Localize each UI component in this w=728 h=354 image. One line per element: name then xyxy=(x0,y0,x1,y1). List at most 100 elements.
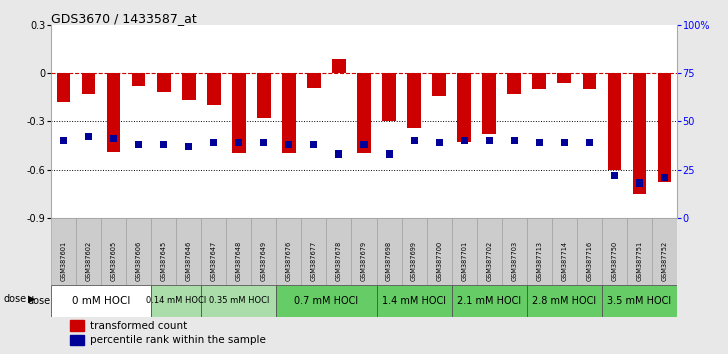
Text: GSM387700: GSM387700 xyxy=(436,241,442,281)
Bar xyxy=(536,139,543,146)
Bar xyxy=(110,135,117,142)
Bar xyxy=(70,335,84,346)
Bar xyxy=(277,285,376,317)
Bar xyxy=(51,285,151,317)
Text: transformed count: transformed count xyxy=(90,320,187,331)
Bar xyxy=(411,137,418,144)
Bar xyxy=(611,172,618,179)
Text: GDS3670 / 1433587_at: GDS3670 / 1433587_at xyxy=(51,12,197,25)
Bar xyxy=(432,73,446,96)
Bar xyxy=(85,133,92,141)
Bar xyxy=(336,150,342,158)
Bar xyxy=(577,218,602,285)
Text: GSM387698: GSM387698 xyxy=(386,241,392,281)
Text: GSM387601: GSM387601 xyxy=(60,241,66,281)
Bar xyxy=(201,285,277,317)
Bar xyxy=(135,141,142,148)
Bar xyxy=(176,218,201,285)
Bar xyxy=(82,73,95,94)
Bar xyxy=(532,73,546,89)
Bar xyxy=(527,285,602,317)
Bar xyxy=(657,73,671,182)
Text: GSM387646: GSM387646 xyxy=(186,241,191,281)
Bar xyxy=(382,73,396,121)
Text: GSM387647: GSM387647 xyxy=(210,241,217,281)
Bar xyxy=(282,73,296,153)
Bar xyxy=(70,320,84,331)
Text: GSM387751: GSM387751 xyxy=(636,241,643,281)
Bar xyxy=(461,137,467,144)
Bar xyxy=(376,218,402,285)
Bar xyxy=(552,218,577,285)
Bar xyxy=(151,285,201,317)
Bar xyxy=(427,218,451,285)
Bar xyxy=(633,73,646,194)
Text: 0.7 mM HOCl: 0.7 mM HOCl xyxy=(294,296,358,306)
Bar xyxy=(257,73,271,118)
Bar xyxy=(602,218,627,285)
Bar xyxy=(360,141,368,148)
Text: GSM387703: GSM387703 xyxy=(511,241,518,281)
Text: GSM387679: GSM387679 xyxy=(361,241,367,281)
Text: GSM387677: GSM387677 xyxy=(311,241,317,281)
Bar xyxy=(357,73,371,153)
Bar xyxy=(160,141,167,148)
Bar xyxy=(132,73,146,86)
Bar xyxy=(307,73,321,87)
Bar xyxy=(486,137,493,144)
Bar xyxy=(661,173,668,181)
Bar xyxy=(386,150,392,158)
Bar xyxy=(326,218,352,285)
Bar xyxy=(507,73,521,94)
Bar xyxy=(201,218,226,285)
Text: 0 mM HOCl: 0 mM HOCl xyxy=(72,296,130,306)
Bar xyxy=(261,139,267,146)
Text: GSM387648: GSM387648 xyxy=(236,241,242,281)
Bar xyxy=(527,218,552,285)
Bar xyxy=(582,73,596,89)
Bar xyxy=(60,137,67,144)
Bar xyxy=(332,58,346,73)
Text: GSM387699: GSM387699 xyxy=(411,241,417,281)
Bar xyxy=(301,218,326,285)
Bar xyxy=(207,73,221,105)
Bar xyxy=(210,139,217,146)
Bar xyxy=(182,73,196,101)
Text: 2.1 mM HOCl: 2.1 mM HOCl xyxy=(457,296,521,306)
Bar xyxy=(435,139,443,146)
Bar xyxy=(107,73,120,152)
Bar xyxy=(126,218,151,285)
Text: 2.8 mM HOCl: 2.8 mM HOCl xyxy=(532,296,596,306)
Bar xyxy=(511,137,518,144)
Bar xyxy=(502,218,527,285)
Bar xyxy=(451,285,527,317)
Bar xyxy=(376,285,451,317)
Text: percentile rank within the sample: percentile rank within the sample xyxy=(90,335,266,346)
Text: GSM387649: GSM387649 xyxy=(261,241,267,281)
Text: 1.4 mM HOCl: 1.4 mM HOCl xyxy=(382,296,446,306)
Bar xyxy=(608,73,621,170)
Bar xyxy=(602,285,677,317)
Bar xyxy=(402,218,427,285)
Text: 0.35 mM HOCl: 0.35 mM HOCl xyxy=(209,296,269,306)
Text: GSM387676: GSM387676 xyxy=(286,241,292,281)
Bar xyxy=(352,218,376,285)
Text: GSM387702: GSM387702 xyxy=(486,241,492,281)
Bar xyxy=(251,218,277,285)
Bar xyxy=(235,139,242,146)
Bar xyxy=(232,73,245,153)
Text: GSM387602: GSM387602 xyxy=(85,241,92,281)
Bar xyxy=(76,218,101,285)
Bar xyxy=(407,73,421,128)
Text: GSM387606: GSM387606 xyxy=(135,241,142,281)
Text: GSM387714: GSM387714 xyxy=(561,241,567,281)
Bar xyxy=(561,139,568,146)
Bar xyxy=(51,218,76,285)
Text: 0.14 mM HOCl: 0.14 mM HOCl xyxy=(146,296,206,306)
Text: GSM387750: GSM387750 xyxy=(612,241,617,281)
Text: 3.5 mM HOCl: 3.5 mM HOCl xyxy=(607,296,671,306)
Bar xyxy=(586,139,593,146)
Bar xyxy=(310,141,317,148)
Bar xyxy=(451,218,477,285)
Text: GSM387605: GSM387605 xyxy=(111,241,116,281)
